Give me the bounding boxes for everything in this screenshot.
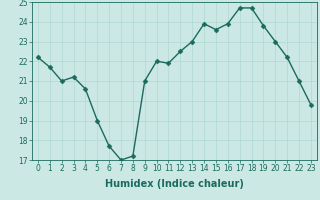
- X-axis label: Humidex (Indice chaleur): Humidex (Indice chaleur): [105, 179, 244, 189]
